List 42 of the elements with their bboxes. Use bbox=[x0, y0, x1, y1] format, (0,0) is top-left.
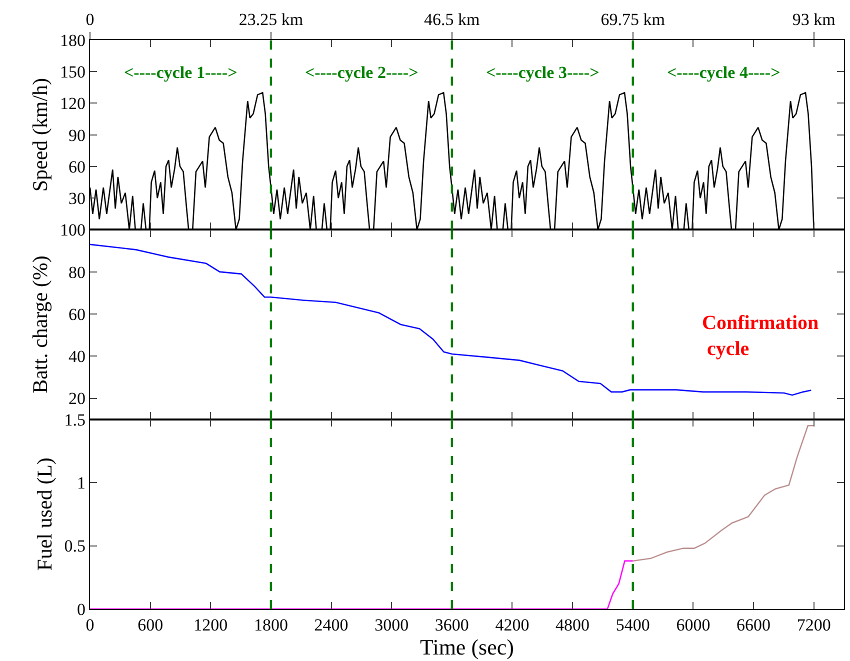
x-tick-label: 5400 bbox=[616, 616, 650, 634]
y-tick-label: 150 bbox=[60, 62, 86, 82]
annotation: <----cycle 2----> bbox=[305, 63, 418, 82]
y-tick-label: 1 bbox=[77, 474, 86, 493]
y-tick-label: 80 bbox=[68, 262, 86, 282]
x2-tick-label: 46.5 km bbox=[424, 10, 480, 30]
y-tick-label: 1.5 bbox=[64, 410, 86, 430]
y-axis-title: Fuel used (L) bbox=[32, 458, 56, 571]
annotation: <----cycle 4----> bbox=[667, 63, 780, 82]
x-tick-label: 3600 bbox=[434, 616, 469, 634]
x2-tick-label: 93 km bbox=[792, 10, 836, 30]
y-tick-label: 100 bbox=[60, 220, 86, 240]
annotation: <----cycle 1----> bbox=[124, 63, 238, 82]
x-tick-label: 600 bbox=[138, 616, 164, 634]
y-tick-label: 40 bbox=[68, 347, 86, 366]
y-tick-label: 20 bbox=[68, 389, 86, 408]
y-tick-label: 120 bbox=[60, 94, 86, 114]
x-tick-label: 3000 bbox=[374, 616, 409, 634]
y-tick-label: 60 bbox=[68, 304, 86, 324]
x-tick-label: 1800 bbox=[254, 616, 288, 634]
y-tick-label: 60 bbox=[68, 157, 86, 176]
y-tick-label: 180 bbox=[60, 30, 86, 50]
x-tick-label: 2400 bbox=[314, 616, 348, 634]
x-tick-label: 1200 bbox=[194, 616, 228, 634]
annotation: Confirmation cycle bbox=[702, 312, 819, 360]
y-axis-title: Speed (km/h) bbox=[28, 78, 52, 192]
x-tick-label: 6000 bbox=[676, 616, 710, 634]
line-series bbox=[90, 560, 634, 609]
x-tick-label: 4800 bbox=[556, 616, 590, 634]
x-tick-label: 4200 bbox=[495, 616, 530, 634]
y-tick-label: 0.5 bbox=[64, 536, 86, 556]
y-tick-label: 90 bbox=[68, 126, 86, 145]
annotation: <----cycle 3----> bbox=[486, 63, 600, 82]
line-series bbox=[632, 425, 814, 562]
x-axis-title: Time (sec) bbox=[420, 634, 514, 660]
y-axis-title: Batt. charge (%) bbox=[28, 256, 52, 394]
x-tick-label: 6600 bbox=[736, 616, 771, 634]
x2-tick-label: 69.75 km bbox=[600, 10, 665, 30]
x2-tick-label: 23.25 km bbox=[238, 10, 304, 30]
y-tick-label: 0 bbox=[77, 600, 86, 619]
y-tick-label: 30 bbox=[68, 189, 86, 208]
x-tick-label: 7200 bbox=[796, 616, 831, 634]
